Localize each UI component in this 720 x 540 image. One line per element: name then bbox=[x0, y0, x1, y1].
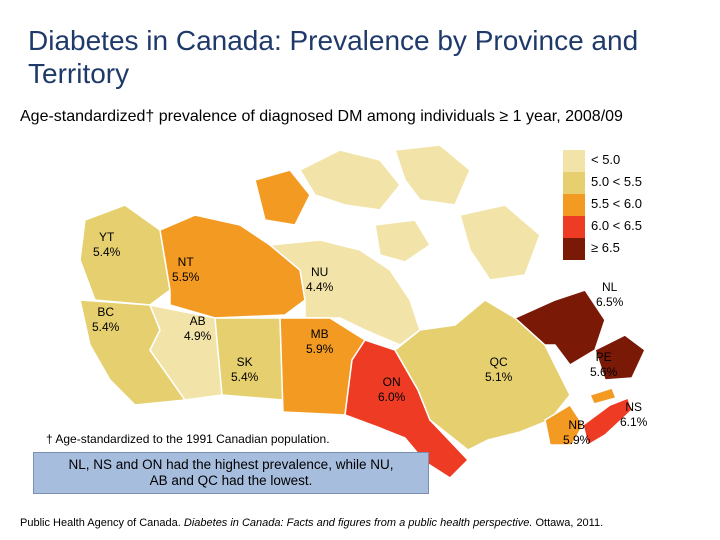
region-value: 5.9% bbox=[306, 342, 334, 356]
legend-swatch bbox=[563, 150, 585, 172]
region-value: 6.0% bbox=[378, 390, 406, 404]
map-region-nb bbox=[544, 403, 584, 446]
label-ns: NS 6.1% bbox=[620, 400, 647, 430]
page-title: Diabetes in Canada: Prevalence by Provin… bbox=[28, 25, 639, 89]
legend-label: 5.0 < 5.5 bbox=[591, 174, 642, 189]
region-value: 6.5% bbox=[596, 295, 624, 309]
source-title: Diabetes in Canada: Facts and figures fr… bbox=[183, 517, 533, 529]
map-region-nu-island-1 bbox=[298, 149, 401, 211]
map-region-qc bbox=[394, 299, 571, 451]
map-region-nu-island-3 bbox=[459, 204, 541, 281]
summary-text: NL, NS and ON had the highest prevalence… bbox=[68, 457, 394, 488]
legend-label: 5.5 < 6.0 bbox=[591, 196, 642, 211]
legend-label: < 5.0 bbox=[591, 152, 621, 167]
region-code: ON bbox=[382, 375, 401, 389]
region-code: BC bbox=[97, 305, 115, 319]
map-region-nt-island bbox=[254, 169, 311, 226]
label-ab: AB 4.9% bbox=[184, 314, 211, 344]
region-code: NS bbox=[625, 400, 643, 414]
region-value: 6.1% bbox=[620, 415, 648, 429]
region-value: 5.4% bbox=[231, 370, 259, 384]
source-citation: Public Health Agency of Canada. Diabetes… bbox=[20, 517, 603, 529]
region-code: PE bbox=[595, 350, 612, 364]
summary-callout: NL, NS and ON had the highest prevalence… bbox=[33, 452, 429, 494]
region-code: NT bbox=[177, 255, 194, 269]
region-value: 5.1% bbox=[485, 370, 513, 384]
label-yt: YT 5.4% bbox=[93, 230, 120, 260]
legend-label: ≥ 6.5 bbox=[591, 240, 620, 255]
label-on: ON 6.0% bbox=[378, 375, 405, 405]
label-bc: BC 5.4% bbox=[92, 305, 119, 335]
footnote: † Age-standardized to the 1991 Canadian … bbox=[46, 432, 330, 446]
subtitle: Age-standardized† prevalence of diagnose… bbox=[20, 108, 623, 125]
map-region-yt bbox=[79, 204, 171, 306]
legend-swatch bbox=[563, 216, 585, 238]
source-suffix: Ottawa, 2011. bbox=[532, 517, 604, 529]
legend-swatch bbox=[563, 172, 585, 194]
legend-swatch bbox=[563, 194, 585, 216]
region-value: 5.4% bbox=[92, 320, 120, 334]
region-value: 5.4% bbox=[93, 245, 121, 259]
region-value: 5.5% bbox=[172, 270, 200, 284]
region-code: NL bbox=[602, 280, 618, 294]
region-code: QC bbox=[489, 355, 508, 369]
region-code: AB bbox=[189, 314, 206, 328]
map-region-nu-island-2 bbox=[393, 144, 471, 206]
region-code: SK bbox=[236, 355, 253, 369]
label-mb: MB 5.9% bbox=[306, 327, 333, 357]
legend-swatch bbox=[563, 238, 585, 260]
label-sk: SK 5.4% bbox=[231, 355, 258, 385]
source-prefix: Public Health Agency of Canada. bbox=[20, 517, 184, 529]
label-nu: NU 4.4% bbox=[306, 265, 333, 295]
region-value: 5.9% bbox=[563, 433, 591, 447]
label-qc: QC 5.1% bbox=[485, 355, 512, 385]
region-code: MB bbox=[310, 327, 329, 341]
map-region-nu bbox=[268, 239, 421, 346]
label-nt: NT 5.5% bbox=[172, 255, 199, 285]
map-region-pe bbox=[588, 387, 618, 405]
region-code: NU bbox=[311, 265, 329, 279]
label-nl: NL 6.5% bbox=[596, 280, 623, 310]
map-region-ns bbox=[582, 397, 633, 447]
region-code: NB bbox=[568, 418, 586, 432]
label-nb: NB 5.9% bbox=[563, 418, 590, 448]
map-region-nu-island-4 bbox=[374, 219, 432, 263]
label-pe: PE 5.6% bbox=[590, 350, 617, 380]
region-value: 4.9% bbox=[184, 329, 212, 343]
region-value: 4.4% bbox=[306, 280, 334, 294]
legend-label: 6.0 < 6.5 bbox=[591, 218, 642, 233]
region-value: 5.6% bbox=[590, 365, 618, 379]
map-region-nl-island bbox=[594, 334, 646, 381]
region-code: YT bbox=[99, 230, 115, 244]
